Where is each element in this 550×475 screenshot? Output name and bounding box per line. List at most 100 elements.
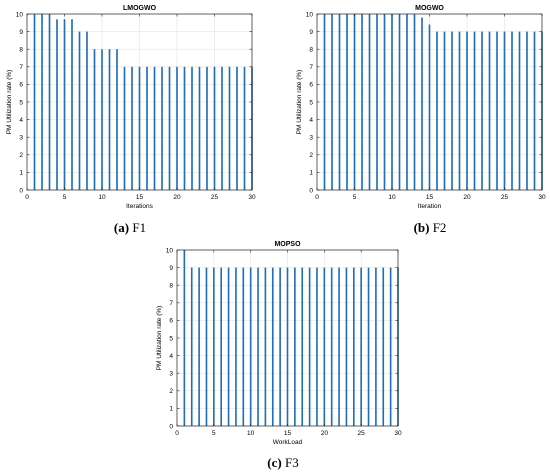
bar bbox=[235, 267, 237, 426]
bar bbox=[101, 49, 103, 191]
x-tick-label: 5 bbox=[353, 194, 357, 201]
y-tick-label: 3 bbox=[309, 135, 313, 142]
y-tick-label: 1 bbox=[19, 170, 23, 177]
y-tick-label: 10 bbox=[166, 247, 174, 254]
bar bbox=[323, 14, 326, 190]
y-tick-label: 6 bbox=[19, 82, 23, 89]
bar bbox=[518, 31, 521, 190]
bar bbox=[48, 14, 51, 190]
bar bbox=[56, 19, 58, 191]
x-tick-label: 0 bbox=[175, 430, 179, 437]
bar bbox=[316, 267, 318, 426]
y-tick-label: 9 bbox=[169, 265, 173, 272]
y-tick-label: 1 bbox=[169, 406, 173, 413]
bar bbox=[338, 14, 341, 190]
y-tick-label: 7 bbox=[309, 64, 313, 71]
x-axis-label: Iteration bbox=[418, 203, 442, 210]
bar bbox=[375, 267, 377, 426]
y-axis-label: PM Utilization rate (%) bbox=[296, 70, 303, 135]
bar bbox=[511, 31, 513, 190]
caption-c-tag: (c) bbox=[267, 455, 282, 470]
bar bbox=[257, 267, 259, 426]
y-tick-label: 8 bbox=[169, 283, 173, 290]
bar bbox=[503, 31, 506, 190]
x-axis-label: WorkLoad bbox=[273, 439, 303, 446]
bar bbox=[78, 31, 81, 190]
bar bbox=[183, 66, 186, 190]
x-tick-label: 20 bbox=[321, 430, 329, 437]
bar bbox=[330, 267, 333, 426]
x-axis-label: Iterations bbox=[126, 203, 153, 210]
caption-b-text: F2 bbox=[432, 220, 447, 235]
bar bbox=[93, 49, 96, 191]
caption-b-tag: (b) bbox=[413, 220, 430, 235]
bar bbox=[242, 267, 245, 426]
bar bbox=[496, 31, 498, 190]
y-tick-label: 10 bbox=[16, 11, 24, 18]
y-tick-label: 9 bbox=[309, 29, 313, 36]
bar bbox=[360, 267, 362, 426]
bar bbox=[190, 267, 193, 426]
x-tick-label: 0 bbox=[315, 194, 319, 201]
y-tick-label: 2 bbox=[169, 388, 173, 395]
bar bbox=[458, 31, 461, 190]
chart-mopso: 0 1 2 3 4 5 6 7 8 9 10 0 5 10 15 20 25 30 MOPSO WorkLoad PM … bbox=[156, 241, 402, 446]
y-axis-label: PM Utilization rate (%) bbox=[6, 70, 13, 135]
chart-panel-mogwo: 0 1 2 3 4 5 6 7 8 9 10 0 5 10 15 20 25 30 MOGWO Iteration PM… bbox=[280, 0, 550, 215]
x-tick-label: 20 bbox=[173, 194, 181, 201]
bar bbox=[466, 31, 468, 190]
bar bbox=[249, 267, 252, 426]
bar bbox=[191, 66, 193, 190]
caption-a-tag: (a) bbox=[113, 220, 130, 235]
bar bbox=[131, 66, 133, 190]
bar bbox=[271, 267, 274, 426]
y-tick-label: 9 bbox=[19, 29, 23, 36]
x-tick-label: 5 bbox=[212, 430, 216, 437]
bar bbox=[331, 14, 333, 190]
bar bbox=[227, 267, 230, 426]
bar bbox=[406, 14, 408, 190]
chart-mogwo: 0 1 2 3 4 5 6 7 8 9 10 0 5 10 15 20 25 30 MOGWO Iteration PM… bbox=[296, 5, 546, 210]
bar bbox=[383, 14, 386, 190]
y-tick-label: 7 bbox=[19, 64, 23, 71]
bar bbox=[473, 31, 476, 190]
bar bbox=[488, 31, 491, 190]
bar bbox=[353, 14, 356, 190]
bar bbox=[168, 66, 171, 190]
bar bbox=[345, 267, 348, 426]
chart-title: MOGWO bbox=[415, 5, 444, 12]
caption-b: (b) F2 bbox=[400, 220, 460, 236]
x-tick-label: 30 bbox=[538, 194, 546, 201]
bar bbox=[176, 66, 178, 190]
x-tick-label: 10 bbox=[98, 194, 106, 201]
bar bbox=[367, 267, 370, 426]
bar bbox=[443, 31, 446, 190]
bar bbox=[294, 267, 296, 426]
y-tick-label: 4 bbox=[169, 353, 173, 360]
y-tick-label: 7 bbox=[169, 300, 173, 307]
y-tick-label: 5 bbox=[169, 335, 173, 342]
y-tick-label: 3 bbox=[19, 135, 23, 142]
x-tick-label: 5 bbox=[63, 194, 67, 201]
chart-panel-lmogwo: 0 1 2 3 4 5 6 7 8 9 10 0 5 10 15 20 25 30 LMOGWO Iterations… bbox=[0, 0, 265, 215]
bar bbox=[146, 66, 148, 190]
bar bbox=[382, 267, 385, 426]
x-tick-label: 25 bbox=[211, 194, 219, 201]
bar bbox=[41, 14, 43, 190]
y-tick-label: 8 bbox=[19, 47, 23, 54]
x-tick-label: 10 bbox=[388, 194, 396, 201]
bar bbox=[153, 66, 156, 190]
caption-c-text: F3 bbox=[284, 455, 299, 470]
bar bbox=[63, 19, 66, 191]
y-tick-label: 0 bbox=[309, 187, 313, 194]
y-tick-label: 6 bbox=[309, 82, 313, 89]
x-tick-label: 15 bbox=[136, 194, 144, 201]
bar bbox=[116, 49, 118, 191]
bar bbox=[220, 267, 223, 426]
x-tick-label: 15 bbox=[284, 430, 292, 437]
bar bbox=[338, 267, 340, 426]
x-tick-label: 10 bbox=[247, 430, 255, 437]
bar bbox=[213, 66, 216, 190]
x-tick-label: 30 bbox=[248, 194, 256, 201]
x-tick-label: 25 bbox=[358, 430, 366, 437]
